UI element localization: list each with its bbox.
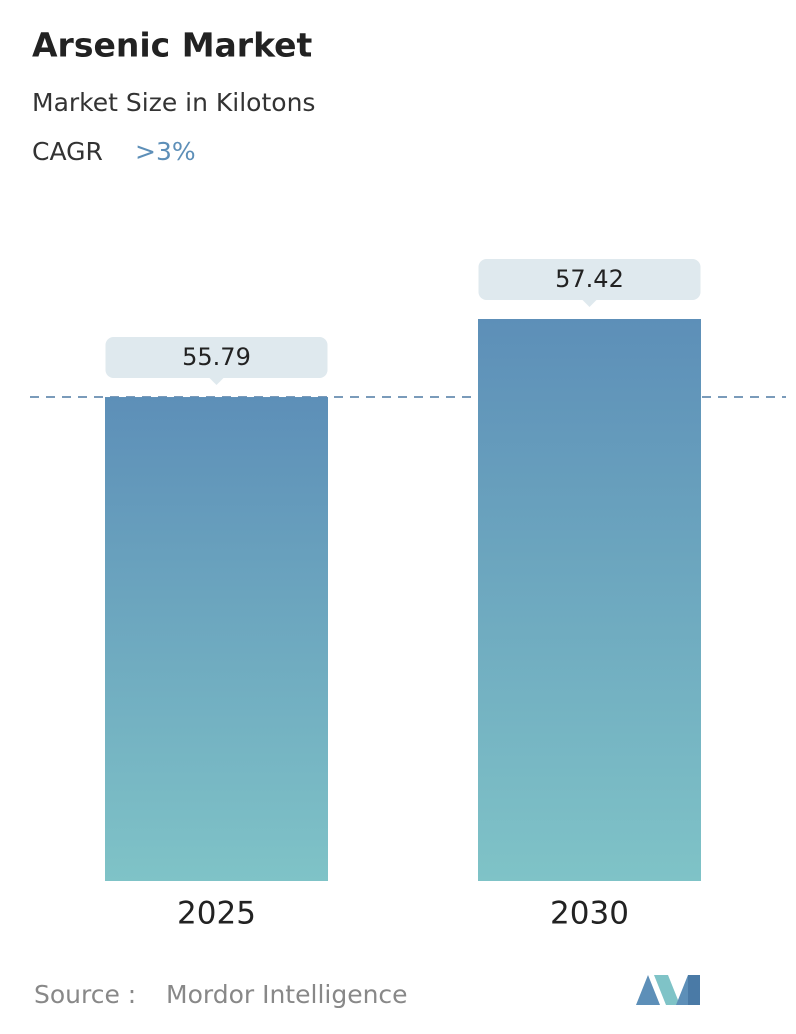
bar	[478, 319, 701, 881]
value-label-pointer	[582, 300, 597, 307]
chart-subtitle: Market Size in Kilotons	[32, 88, 315, 117]
value-label-box	[105, 337, 328, 379]
bar	[105, 397, 328, 881]
value-label-box	[478, 259, 701, 300]
logo	[636, 975, 700, 1005]
source-label: Source :	[34, 980, 136, 1009]
x-tick-label: 2030	[550, 896, 629, 932]
value-label-pointer	[209, 378, 224, 386]
chart-title: Arsenic Market	[32, 26, 313, 65]
cagr-value: >3%	[135, 137, 196, 166]
source: Mordor Intelligence	[166, 980, 408, 1009]
value-label: 57.42	[555, 265, 624, 293]
cagr-label: CAGR	[32, 137, 103, 166]
x-tick-label: 2025	[177, 896, 256, 932]
value-label: 55.79	[182, 343, 251, 371]
